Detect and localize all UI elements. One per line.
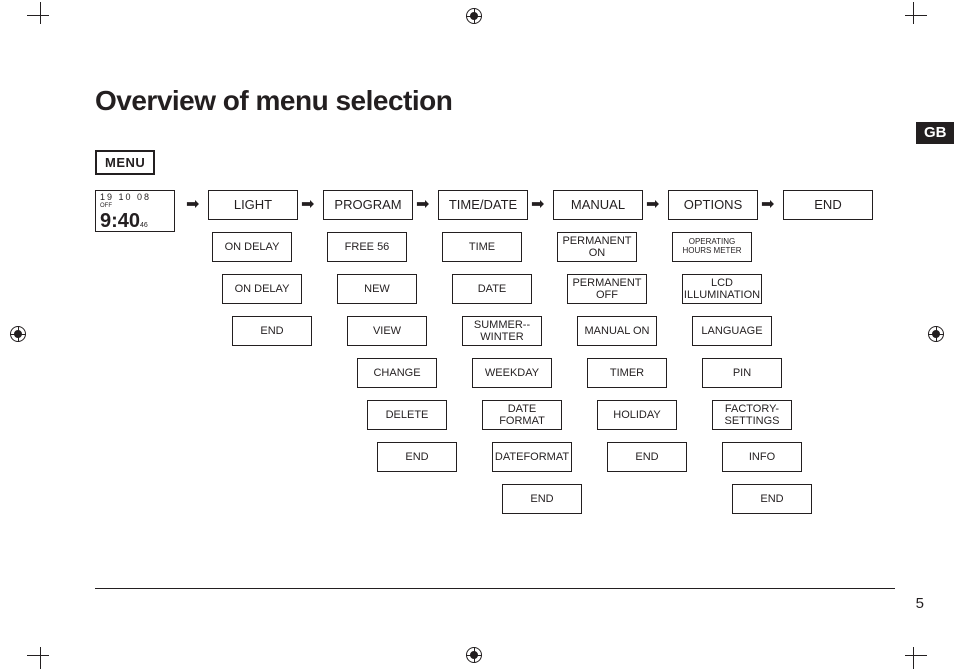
menu-item-manual-0: PERMANENT ON: [557, 232, 637, 262]
page-title: Overview of menu selection: [95, 85, 895, 117]
menu-item-timedate-3: WEEKDAY: [472, 358, 552, 388]
crop-mark: [905, 15, 927, 16]
crop-mark: [905, 655, 927, 656]
menu-head-timedate: TIME/DATE: [438, 190, 528, 220]
menu-item-program-1: NEW: [337, 274, 417, 304]
crop-mark: [40, 2, 41, 24]
menu-head-manual: MANUAL: [553, 190, 643, 220]
display-off: OFF: [100, 203, 170, 209]
menu-item-manual-4: HOLIDAY: [597, 400, 677, 430]
crop-mark: [913, 2, 914, 24]
display-date: 19 10 08: [100, 193, 170, 202]
crop-mark: [913, 647, 914, 669]
registration-mark: [928, 326, 944, 342]
arrow-icon: ➡: [531, 194, 544, 214]
menu-item-options-4: FACTORY-SETTINGS: [712, 400, 792, 430]
crop-mark: [40, 647, 41, 669]
menu-item-light-2: END: [232, 316, 312, 346]
menu-label: MENU: [95, 150, 155, 175]
menu-item-timedate-6: END: [502, 484, 582, 514]
menu-item-light-0: ON DELAY: [212, 232, 292, 262]
menu-head-options: OPTIONS: [668, 190, 758, 220]
menu-head-program: PROGRAM: [323, 190, 413, 220]
arrow-icon: ➡: [416, 194, 429, 214]
menu-item-program-4: DELETE: [367, 400, 447, 430]
menu-head-light: LIGHT: [208, 190, 298, 220]
menu-item-options-5: INFO: [722, 442, 802, 472]
menu-item-manual-5: END: [607, 442, 687, 472]
menu-item-manual-3: TIMER: [587, 358, 667, 388]
arrow-icon: ➡: [761, 194, 774, 214]
menu-item-options-3: PIN: [702, 358, 782, 388]
menu-item-program-3: CHANGE: [357, 358, 437, 388]
crop-mark: [27, 15, 49, 16]
menu-item-timedate-0: TIME: [442, 232, 522, 262]
menu-item-timedate-5: DATEFORMAT: [492, 442, 572, 472]
menu-item-timedate-2: SUMMER--WINTER: [462, 316, 542, 346]
registration-mark: [466, 647, 482, 663]
registration-mark: [10, 326, 26, 342]
menu-item-timedate-1: DATE: [452, 274, 532, 304]
arrow-icon: ➡: [186, 194, 199, 214]
menu-item-program-0: FREE 56: [327, 232, 407, 262]
registration-mark: [466, 8, 482, 24]
menu-item-options-0: OPERATING HOURS METER: [672, 232, 752, 262]
menu-item-manual-2: MANUAL ON: [577, 316, 657, 346]
menu-item-options-1: LCD ILLUMINATION: [682, 274, 762, 304]
menu-item-program-5: END: [377, 442, 457, 472]
crop-mark: [27, 655, 49, 656]
language-badge: GB: [916, 122, 954, 144]
menu-diagram: 19 10 08OFF9:4046LIGHT➡PROGRAM➡TIME/DATE…: [95, 190, 905, 560]
arrow-icon: ➡: [646, 194, 659, 214]
menu-item-timedate-4: DATE FORMAT: [482, 400, 562, 430]
footer-rule: [95, 588, 895, 589]
menu-item-program-2: VIEW: [347, 316, 427, 346]
menu-item-options-2: LANGUAGE: [692, 316, 772, 346]
display-box: 19 10 08OFF 9:4046: [95, 190, 175, 232]
arrow-icon: ➡: [301, 194, 314, 214]
menu-item-manual-1: PERMANENT OFF: [567, 274, 647, 304]
menu-item-options-6: END: [732, 484, 812, 514]
menu-item-light-1: ON DELAY: [222, 274, 302, 304]
page-number: 5: [916, 595, 924, 612]
menu-head-end: END: [783, 190, 873, 220]
display-time: 9:4046: [100, 211, 170, 231]
